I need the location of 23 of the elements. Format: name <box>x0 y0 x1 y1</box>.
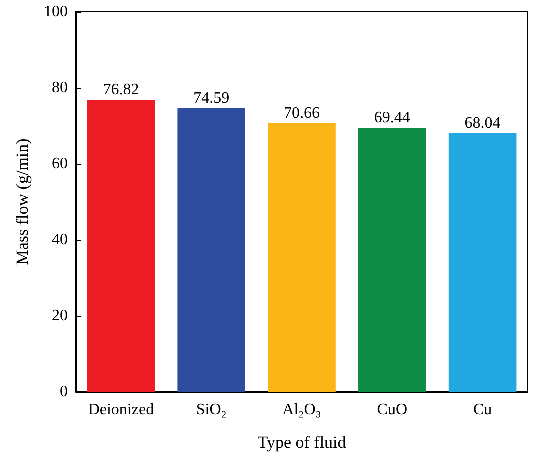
bar <box>178 108 246 392</box>
x-tick-label: Cu <box>473 402 492 418</box>
x-tick-label: SiO₂ <box>196 402 227 418</box>
x-tick-label: Al₂O₃ <box>282 402 322 418</box>
y-tick-label: 20 <box>52 308 68 324</box>
data-label: 68.04 <box>464 114 501 132</box>
y-axis-title: Mass flow (g/min) <box>13 138 32 266</box>
data-label: 70.66 <box>284 104 320 122</box>
bar <box>268 123 336 392</box>
y-tick-label: 60 <box>52 156 68 172</box>
y-tick-label: 40 <box>52 232 68 248</box>
x-tick-label: Deionized <box>88 402 154 418</box>
y-tick-label: 0 <box>60 384 68 400</box>
bar <box>358 128 426 392</box>
x-axis-title: Type of fluid <box>258 433 347 452</box>
y-tick-label: 100 <box>44 4 68 20</box>
bar <box>87 100 156 392</box>
data-label: 76.82 <box>103 82 140 99</box>
data-label: 74.59 <box>194 90 230 108</box>
data-label: 69.44 <box>374 110 410 127</box>
x-tick-label: CuO <box>377 402 408 418</box>
bar <box>448 133 517 392</box>
y-tick-label: 80 <box>52 80 68 96</box>
